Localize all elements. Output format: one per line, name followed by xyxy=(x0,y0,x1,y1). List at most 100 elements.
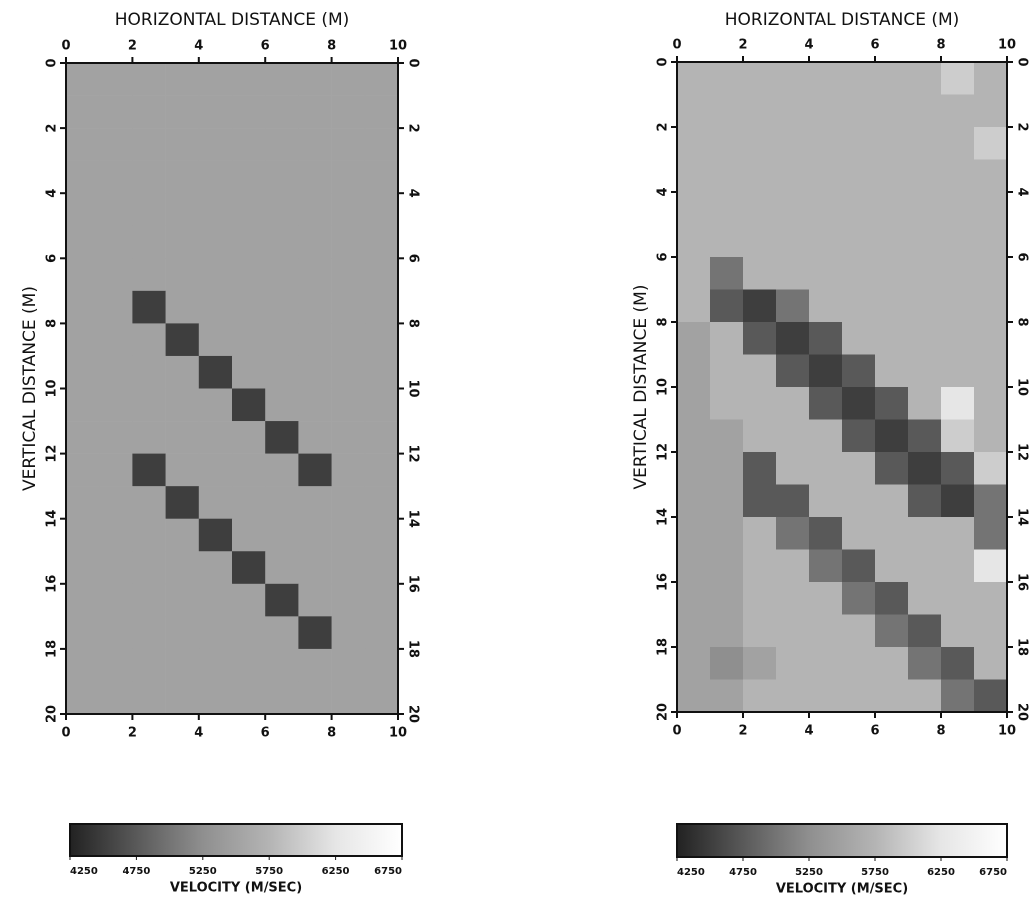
heatmap-cell xyxy=(364,95,399,129)
y-tick-label-left: 6 xyxy=(45,254,60,263)
heatmap-cell xyxy=(232,518,266,552)
heatmap-cell xyxy=(198,551,233,585)
y-tick-label-right: 14 xyxy=(1015,508,1030,526)
heatmap-cell xyxy=(66,323,100,357)
heatmap-cell xyxy=(364,323,399,357)
heatmap-cell xyxy=(165,95,200,129)
heatmap-cell xyxy=(710,419,744,453)
heatmap-cell xyxy=(66,160,100,194)
heatmap-cell xyxy=(809,549,843,583)
heatmap-cell xyxy=(232,583,266,617)
heatmap-cell xyxy=(66,128,100,161)
heatmap-cell xyxy=(364,616,399,650)
heatmap-cell xyxy=(198,323,233,357)
heatmap-cell xyxy=(842,387,876,420)
heatmap-cell xyxy=(776,582,810,615)
y-tick-label-left: 12 xyxy=(656,443,671,461)
y-tick-label-left: 4 xyxy=(656,187,671,196)
heatmap-cell xyxy=(298,486,332,519)
heatmap-cell xyxy=(165,421,200,454)
heatmap-cell xyxy=(132,616,166,650)
heatmap-cell xyxy=(809,289,843,323)
heatmap-cell xyxy=(364,63,399,96)
y-tick-label-right: 12 xyxy=(406,445,421,463)
heatmap-cell xyxy=(875,257,909,290)
heatmap-cell xyxy=(331,421,366,454)
y-tick-label-left: 10 xyxy=(656,378,671,396)
heatmap-cell xyxy=(66,225,100,259)
heatmap-cell xyxy=(941,257,975,290)
y-tick-label-right: 10 xyxy=(406,379,421,397)
heatmap-cell xyxy=(941,614,975,648)
heatmap-cell xyxy=(908,647,942,680)
heatmap-cell xyxy=(974,354,1008,388)
heatmap-cell xyxy=(908,549,942,583)
heatmap-cell xyxy=(132,323,166,357)
heatmap-cell xyxy=(875,289,909,323)
y-tick-label-left: 8 xyxy=(45,319,60,328)
heatmap-cell xyxy=(198,63,233,96)
colorbar-tick-label: 4750 xyxy=(729,867,757,878)
y-tick-label-left: 14 xyxy=(45,510,60,528)
heatmap-cell xyxy=(710,94,744,128)
heatmap-cell xyxy=(743,452,777,485)
heatmap-cell xyxy=(842,159,876,193)
heatmap-cell xyxy=(710,614,744,648)
heatmap-cell xyxy=(875,679,909,713)
heatmap-cell xyxy=(132,128,166,161)
y-tick-label-left: 18 xyxy=(45,640,60,658)
heatmap-cell xyxy=(677,224,711,258)
y-tick-label-left: 20 xyxy=(656,703,671,721)
heatmap-cell xyxy=(710,647,744,680)
heatmap-cell xyxy=(265,193,299,227)
heatmap-cell xyxy=(743,354,777,388)
y-tick-label-right: 20 xyxy=(406,705,421,723)
heatmap-cell xyxy=(132,681,166,715)
colorbar-tick-label: 6250 xyxy=(322,866,350,877)
heatmap-cell xyxy=(743,419,777,453)
heatmap-cell xyxy=(710,549,744,583)
heatmap-cell xyxy=(908,192,942,225)
heatmap-cell xyxy=(842,94,876,128)
heatmap-cell xyxy=(842,647,876,680)
heatmap-cell xyxy=(99,583,133,617)
heatmap-cell xyxy=(710,322,744,355)
heatmap-cell xyxy=(875,484,909,518)
heatmap-cell xyxy=(908,62,942,95)
heatmap-cell xyxy=(941,159,975,193)
heatmap-cell xyxy=(941,387,975,420)
heatmap-cell xyxy=(743,647,777,680)
heatmap-cell xyxy=(165,453,200,487)
heatmap-cell xyxy=(809,127,843,160)
heatmap-cell xyxy=(99,486,133,519)
heatmap-cell xyxy=(974,94,1008,128)
heatmap-cell xyxy=(941,452,975,485)
heatmap-cell xyxy=(331,63,366,96)
heatmap-cell xyxy=(99,258,133,292)
y-tick-label-left: 6 xyxy=(656,252,671,261)
heatmap-cell xyxy=(99,290,133,324)
heatmap-cell xyxy=(809,62,843,95)
heatmap-cell xyxy=(875,224,909,258)
heatmap-cell xyxy=(232,616,266,650)
heatmap-cell xyxy=(66,258,100,292)
heatmap-cell xyxy=(743,94,777,128)
heatmap-cell xyxy=(298,225,332,259)
heatmap-cell xyxy=(908,582,942,615)
y-tick-label-left: 16 xyxy=(656,573,671,591)
heatmap-cell xyxy=(941,192,975,225)
heatmap-cell xyxy=(132,355,166,389)
heatmap-cell xyxy=(875,614,909,648)
heatmap-cell xyxy=(99,225,133,259)
y-tick-label-right: 8 xyxy=(1015,317,1030,326)
heatmap-cell xyxy=(908,322,942,355)
heatmap-cell xyxy=(809,582,843,615)
heatmap-cell xyxy=(198,583,233,617)
heatmap-cell xyxy=(165,160,200,194)
heatmap-cell xyxy=(974,159,1008,193)
colorbar-tick-label: 5250 xyxy=(795,867,823,878)
heatmap-cell xyxy=(198,193,233,227)
heatmap-cell xyxy=(776,62,810,95)
y-tick-label-right: 14 xyxy=(406,510,421,528)
heatmap-cell xyxy=(710,192,744,225)
